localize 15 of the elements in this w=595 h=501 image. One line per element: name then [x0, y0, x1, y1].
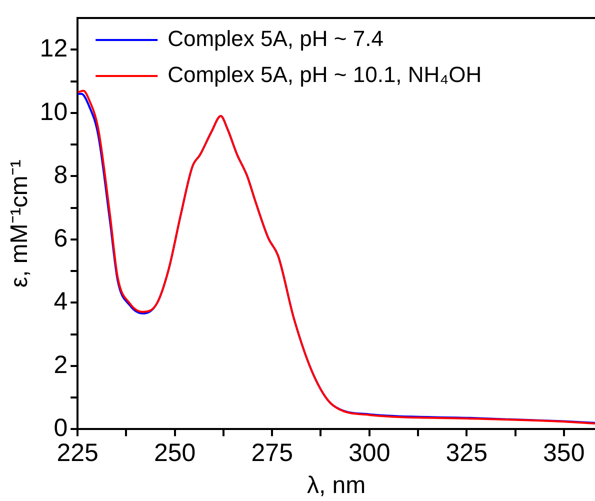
x-tick-label: 350 [543, 439, 585, 468]
x-axis-title: λ, nm [306, 472, 366, 500]
y-tick-label: 4 [54, 288, 68, 316]
y-tick-label: 2 [54, 350, 68, 379]
x-tick-label: 275 [251, 439, 293, 468]
y-tick-label: 10 [40, 98, 68, 126]
legend-label: Complex 5A, pH ~ 10.1, NH₄OH [168, 62, 482, 88]
legend-label: Complex 5A, pH ~ 7.4 [168, 26, 384, 52]
y-axis-title: ε, mM⁻¹cm⁻¹ [6, 160, 34, 288]
x-tick-label: 300 [348, 439, 390, 468]
x-tick-label: 325 [446, 439, 488, 468]
y-tick-label: 12 [40, 34, 68, 63]
y-tick-label: 6 [54, 224, 68, 252]
y-tick-label: 8 [54, 161, 68, 190]
x-tick-label: 250 [154, 439, 196, 468]
